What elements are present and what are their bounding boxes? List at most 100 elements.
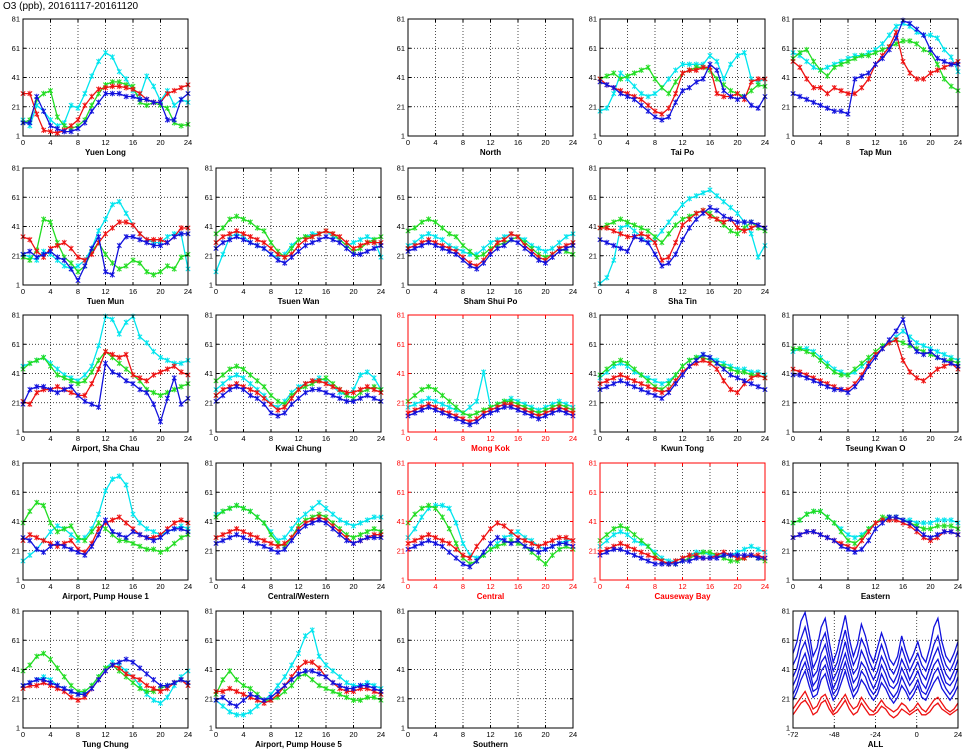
data-point	[838, 528, 844, 535]
data-point	[426, 531, 432, 538]
chart-title: Tsuen Wan	[278, 297, 320, 306]
data-point	[234, 233, 240, 240]
data-point	[515, 537, 521, 544]
data-point	[27, 531, 33, 538]
data-point	[247, 691, 253, 698]
data-point	[89, 245, 95, 252]
data-point	[934, 348, 940, 355]
data-point	[542, 540, 549, 547]
data-point	[254, 236, 260, 243]
chart-title: Southern	[473, 740, 508, 749]
data-point	[474, 266, 480, 272]
chart-panel: 0 4 8 12 16 20 24 1 21 41 61 81 Tung Chung	[12, 607, 193, 750]
x-tick-label: 0	[791, 582, 795, 591]
data-point	[721, 213, 727, 220]
x-tick-label: 4	[48, 730, 52, 739]
x-tick-label: 8	[461, 730, 465, 739]
data-point	[508, 236, 514, 243]
data-point	[178, 96, 184, 103]
data-point	[686, 195, 692, 202]
x-tick-label: 24	[569, 730, 577, 739]
data-point	[481, 369, 487, 375]
x-tick-label: 12	[101, 434, 109, 443]
x-tick-label: 0	[21, 434, 25, 443]
data-point	[728, 93, 734, 100]
data-point	[261, 697, 267, 704]
y-tick-label: 21	[12, 398, 20, 407]
data-point	[61, 526, 67, 532]
x-tick-label: 24	[954, 582, 962, 591]
data-point	[130, 679, 136, 686]
data-point	[811, 99, 817, 106]
data-point	[96, 404, 102, 410]
data-point	[89, 363, 95, 369]
data-point	[948, 61, 954, 68]
data-point	[116, 514, 122, 520]
data-point	[419, 514, 425, 520]
data-point	[824, 534, 830, 541]
data-point	[220, 392, 226, 399]
x-tick-label: 8	[653, 287, 657, 296]
x-tick-label: 12	[101, 138, 109, 147]
data-point	[350, 245, 357, 252]
data-point	[275, 251, 281, 258]
x-tick-label: 8	[653, 138, 657, 147]
data-point	[900, 517, 906, 523]
y-tick-label: 41	[205, 665, 213, 674]
data-point	[227, 534, 233, 541]
data-point	[542, 546, 549, 553]
data-point	[845, 546, 851, 553]
chart-title: Sha Tin	[668, 297, 697, 306]
data-point	[295, 528, 302, 535]
data-point	[734, 389, 741, 396]
data-point	[41, 502, 47, 509]
x-tick-label: 4	[433, 287, 437, 296]
data-point	[487, 251, 494, 258]
data-point	[859, 360, 865, 367]
y-tick-label: 41	[589, 73, 597, 82]
x-tick-label: 20	[541, 138, 549, 147]
x-tick-label: 12	[101, 287, 109, 296]
data-point	[412, 537, 418, 544]
data-point	[679, 70, 686, 76]
data-point	[412, 401, 418, 408]
data-point	[254, 703, 260, 709]
data-point	[116, 372, 122, 378]
data-point	[700, 351, 706, 358]
data-point	[728, 386, 734, 393]
data-point	[102, 487, 109, 494]
data-point	[914, 41, 920, 47]
data-point	[89, 528, 95, 535]
data-point	[604, 531, 610, 538]
data-point	[350, 389, 357, 396]
data-point	[27, 401, 33, 408]
data-point	[467, 248, 473, 255]
data-point	[804, 348, 810, 355]
data-point	[68, 383, 74, 390]
data-point	[604, 225, 610, 231]
data-point	[611, 228, 617, 234]
x-tick-label: 8	[76, 434, 80, 443]
data-point	[247, 685, 253, 692]
y-tick-label: 81	[397, 459, 405, 468]
data-point	[295, 671, 302, 677]
data-point	[41, 127, 47, 133]
data-point	[323, 520, 329, 526]
data-point	[714, 216, 720, 222]
y-tick-label: 21	[782, 398, 790, 407]
data-point	[61, 386, 67, 393]
data-point	[130, 380, 136, 387]
data-point	[164, 682, 170, 689]
data-point	[638, 96, 644, 103]
data-point	[75, 254, 81, 261]
data-point	[921, 526, 927, 532]
x-tick-label: 0	[406, 287, 410, 296]
x-tick-label: 8	[461, 287, 465, 296]
data-point	[693, 216, 699, 222]
data-point	[123, 319, 129, 326]
data-point	[831, 64, 837, 71]
data-point	[804, 76, 810, 82]
data-point	[302, 511, 308, 517]
data-point	[102, 90, 109, 97]
data-point	[859, 546, 865, 553]
